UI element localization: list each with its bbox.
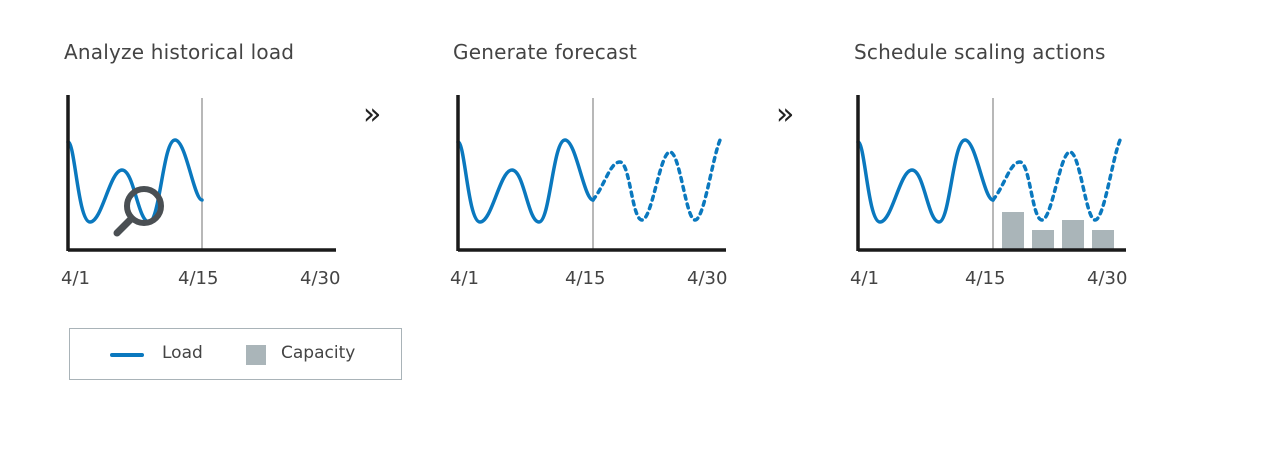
tick-label-end: 4/30 [300, 268, 341, 289]
panel-title-schedule: Schedule scaling actions [854, 40, 1106, 64]
next-step-arrow-1: » [363, 97, 382, 132]
forecast-series-line [591, 138, 722, 222]
tick-label-mid: 4/15 [178, 268, 219, 289]
panel-title-forecast: Generate forecast [453, 40, 638, 64]
load-series-line [856, 138, 995, 224]
load-legend-line [110, 353, 144, 357]
load-series-line [456, 138, 595, 224]
tick-label-start: 4/1 [450, 268, 479, 289]
tick-label-mid: 4/15 [965, 268, 1006, 289]
tick-label-end: 4/30 [687, 268, 728, 289]
tick-label-end: 4/30 [1087, 268, 1128, 289]
scaling-actions-chart [856, 95, 1126, 252]
capacity-bar [1032, 230, 1054, 250]
legend: Load Capacity [69, 328, 402, 380]
tick-label-mid: 4/15 [565, 268, 606, 289]
next-step-arrow-2: » [776, 97, 795, 132]
capacity-bar [1092, 230, 1114, 250]
forecast-series-line [991, 138, 1122, 222]
tick-label-start: 4/1 [61, 268, 90, 289]
legend-label-load: Load [162, 343, 203, 363]
panel-title-analyze: Analyze historical load [64, 40, 295, 64]
capacity-bar [1002, 212, 1024, 250]
magnifier-icon [113, 186, 164, 237]
historical-load-chart [66, 95, 336, 252]
forecast-chart [456, 95, 726, 252]
legend-label-capacity: Capacity [281, 343, 356, 363]
load-series-line [66, 138, 204, 224]
capacity-bar [1062, 220, 1084, 250]
capacity-legend-swatch [246, 345, 266, 365]
tick-label-start: 4/1 [850, 268, 879, 289]
